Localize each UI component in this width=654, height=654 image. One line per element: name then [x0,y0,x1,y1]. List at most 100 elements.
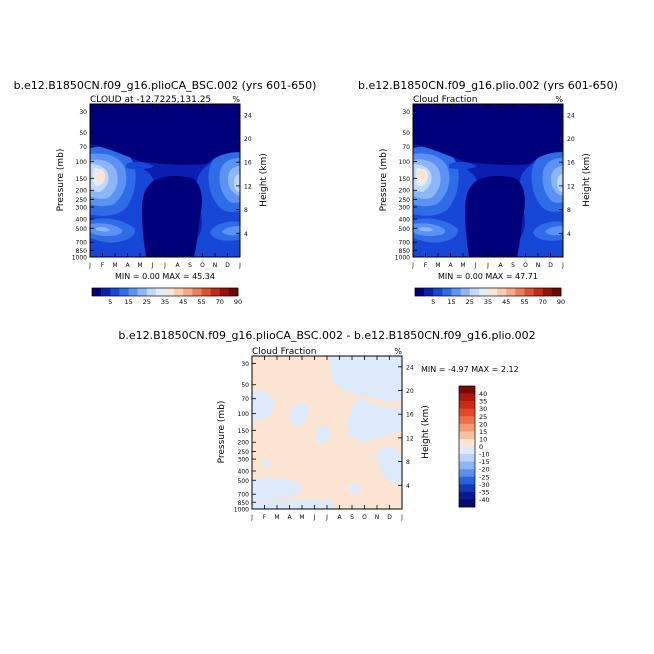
panel-a-colorbar-swatch [146,288,157,296]
panel-c-height-tick-label: 20 [406,388,414,395]
panel-b-month-tick-label: S [511,262,515,269]
panel-b-month-tick-label: J [486,262,489,269]
panel-c-colorbar-label: -30 [479,481,490,489]
panel-a-colorbar: 5 15 25 35 45 55 70 90 [91,287,242,306]
panel-a-month-tick-label: A [175,262,180,269]
panel-a-colorbar-swatch [119,288,129,296]
panel-b-pressure-tick-label: 30 [402,109,410,116]
panel-c-month-tick-label: M [274,514,279,521]
panel-a-month-tick-label: J [238,262,241,269]
panel-b-pressure-tick-label: 1000 [395,255,410,262]
panel-a-colorbar-label: 25 [143,298,151,306]
panel-a-colorbar-swatch [155,288,166,296]
panel-b-height-tick-label: 8 [567,207,571,214]
panel-a-colorbar-swatch [174,288,184,296]
panel-a-subtitle: CLOUD at -12.7225,131.25 [90,95,211,105]
panel-b-month-tick-label: J [474,262,477,269]
panel-a-pressure-tick-label: 700 [76,240,88,247]
panel-c-pressure-tick-label: 70 [241,396,249,403]
panel-c-colorbar-swatch [459,476,475,485]
panel-a-height-tick-label: 20 [244,136,252,143]
panel-c-colorbar-label: -10 [479,451,490,459]
panel-b-height-tick-label: 4 [567,231,571,238]
panel-c-month-tick-label: O [362,514,367,521]
panel-c-colorbar-swatch [459,393,475,402]
panel-c-colorbar-swatch [459,438,475,447]
panel-a-month-tick-label: S [188,262,192,269]
panel-c-month-tick-label: M [299,514,304,521]
panel-b-colorbar-label: 70 [539,298,547,306]
panel-b-pressure-tick-label: 300 [399,205,411,212]
panel-b-colorbar-swatch [451,288,461,296]
panel-b-colorbar-label: 35 [484,298,492,306]
panel-a-colorbar-label: 35 [161,298,169,306]
panel-a-pressure-tick-label: 70 [79,144,87,151]
panel-c-colorbar-swatch [459,416,475,425]
panel-c-pressure-tick-label: 850 [238,500,250,507]
panel-a-colorbar-swatch [183,288,193,296]
panel-c-colorbar-label: 20 [479,420,487,428]
panel-a-colorbar-swatch [228,288,239,296]
panel-b-pressure-tick-label: 250 [399,197,411,204]
panel-c-height-tick-label: 4 [406,483,410,490]
panel-a-month-tick-label: D [225,262,230,269]
panel-c-month-tick-label: J [400,514,403,521]
panel-b-month-tick-label: A [448,262,453,269]
panel-c-minmax: MIN = -4.97 MAX = 2.12 [421,365,519,374]
panel-b-pressure-tick-label: 200 [399,188,411,195]
panel-b-ylabel-right: Height (km) [582,153,592,207]
panel-b-colorbar-swatch [533,288,544,296]
panel-a-pressure-tick-label: 300 [76,205,88,212]
panel-c-colorbar-swatch [459,491,475,500]
panel-b-colorbar-swatch [478,288,489,296]
panel-c-colorbar-label: 35 [479,398,487,406]
panel-c-colorbar-swatch [459,461,475,470]
panel-b-colorbar-swatch [506,288,516,296]
panel-c-month-tick-label: N [375,514,380,521]
panel-b-colorbar-swatch [515,288,525,296]
panel-c-colorbar-swatch [459,386,475,394]
panel-c-height-tick-label: 16 [406,412,414,419]
panel-c-colorbar-label: -15 [479,458,490,466]
panel-b-pressure-tick-label: 500 [399,226,411,233]
panel-a-title: b.e12.B1850CN.f09_g16.plioCA_BSC.002 (yr… [14,79,317,92]
panel-c-pressure-tick-label: 200 [238,440,250,447]
panel-b-title: b.e12.B1850CN.f09_g16.plio.002 (yrs 601-… [358,79,618,92]
panel-b-month-tick-label: M [460,262,465,269]
panel-a-colorbar-swatch [128,288,138,296]
panel-a-colorbar-swatch [137,288,148,296]
panel-c-colorbar-frame [458,385,476,508]
panel-a-colorbar-label: 5 [108,298,112,306]
panel-b-pressure-tick-label: 700 [399,240,411,247]
panel-a-colorbar-label: 90 [234,298,242,306]
panel-c-ylabel-right: Height (km) [421,405,431,459]
panel-a-height-tick-label: 4 [244,231,248,238]
panel-b-colorbar-swatch [469,288,480,296]
panel-a-month-tick-label: N [213,262,218,269]
panel-c-height-tick-label: 12 [406,435,414,442]
panel-a-pressure-tick-label: 850 [76,248,88,255]
panel-a-minmax: MIN = 0.00 MAX = 45.34 [115,272,215,281]
panel-a-height-tick-label: 24 [244,112,252,119]
panel-b-ylabel-left: Pressure (mb) [379,149,389,212]
panel-b-colorbar-swatch [488,288,498,296]
panel-a-colorbar-label: 70 [216,298,224,306]
panel-b-colorbar-swatch [424,288,434,296]
panel-a-colorbar-label: 55 [197,298,205,306]
panel-a-month-tick-label: J [163,262,166,269]
panel-b-colorbar-label: 15 [447,298,455,306]
panel-a-month-tick-label: M [137,262,142,269]
panel-b-colorbar-swatch [551,288,562,296]
panel-a-colorbar-swatch [165,288,175,296]
panel-a-pressure-tick-label: 50 [79,130,87,137]
panel-b-height-tick-label: 12 [567,183,575,190]
panel-b-colorbar-frame [414,287,562,297]
panel-a-pressure-tick-label: 100 [76,159,88,166]
panel-c-colorbar-swatch [459,423,475,432]
panel-a-ylabel-left: Pressure (mb) [56,149,66,212]
panel-a-colorbar-swatch [210,288,221,296]
panel-a-month-tick-label: J [151,262,154,269]
